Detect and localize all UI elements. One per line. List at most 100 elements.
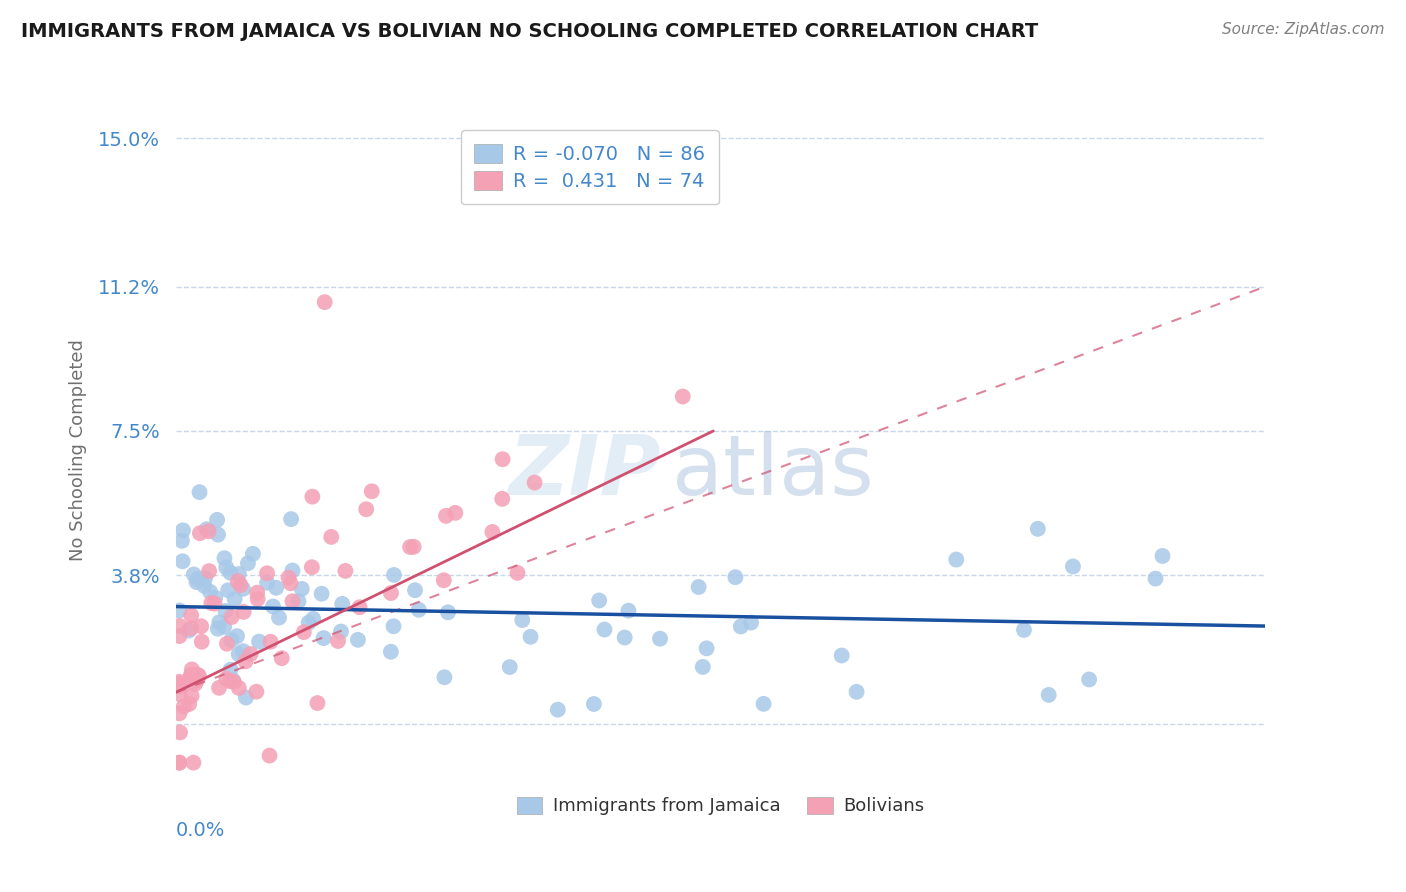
Point	[287, 594, 309, 608]
Point	[188, 485, 211, 500]
Point	[307, 696, 329, 710]
Point	[235, 690, 257, 705]
Point	[360, 484, 382, 499]
Point	[219, 663, 242, 677]
Text: 0.0%: 0.0%	[176, 822, 225, 840]
Point	[302, 612, 325, 626]
Point	[205, 513, 228, 527]
Point	[200, 596, 222, 610]
Point	[264, 581, 287, 595]
Point	[262, 599, 284, 614]
Point	[347, 632, 370, 647]
Point	[169, 687, 191, 701]
Point	[1038, 688, 1060, 702]
Point	[491, 452, 513, 467]
Point	[180, 689, 202, 703]
Point	[172, 554, 194, 568]
Point	[239, 647, 262, 661]
Point	[523, 475, 546, 490]
Point	[491, 491, 513, 506]
Point	[444, 506, 467, 520]
Point	[314, 295, 336, 310]
Point	[188, 526, 211, 541]
Point	[382, 568, 405, 582]
Point	[349, 600, 371, 615]
Point	[215, 560, 238, 574]
Point	[222, 675, 245, 690]
Point	[354, 502, 377, 516]
Point	[270, 651, 292, 665]
Point	[180, 670, 202, 684]
Point	[186, 673, 208, 688]
Point	[1012, 623, 1035, 637]
Point	[506, 566, 529, 580]
Point	[588, 593, 610, 607]
Point	[434, 508, 457, 523]
Point	[186, 667, 208, 681]
Point	[321, 530, 343, 544]
Point	[402, 540, 425, 554]
Point	[256, 575, 278, 590]
Point	[246, 585, 269, 599]
Point	[180, 608, 202, 623]
Point	[172, 524, 194, 538]
Point	[169, 676, 191, 690]
Point	[224, 592, 246, 607]
Point	[204, 591, 226, 605]
Point	[228, 647, 250, 661]
Point	[437, 605, 460, 619]
Point	[301, 560, 323, 574]
Point	[292, 625, 315, 640]
Point	[582, 697, 605, 711]
Point	[190, 619, 212, 633]
Point	[593, 623, 616, 637]
Point	[215, 637, 238, 651]
Y-axis label: No Schooling Completed: No Schooling Completed	[69, 340, 87, 561]
Point	[1078, 673, 1101, 687]
Point	[208, 615, 231, 630]
Point	[190, 634, 212, 648]
Point	[169, 756, 191, 770]
Point	[214, 604, 236, 618]
Point	[228, 567, 250, 582]
Legend: Immigrants from Jamaica, Bolivians: Immigrants from Jamaica, Bolivians	[509, 789, 932, 822]
Point	[169, 756, 191, 770]
Point	[207, 622, 229, 636]
Point	[180, 662, 202, 676]
Point	[1144, 572, 1167, 586]
Point	[311, 587, 333, 601]
Point	[408, 603, 430, 617]
Point	[194, 571, 217, 585]
Point	[688, 580, 710, 594]
Point	[281, 564, 304, 578]
Point	[179, 697, 201, 711]
Point	[433, 574, 456, 588]
Point	[219, 566, 242, 580]
Point	[730, 619, 752, 633]
Point	[170, 533, 193, 548]
Point	[259, 748, 281, 763]
Point	[193, 579, 215, 593]
Point	[169, 603, 191, 617]
Point	[246, 591, 269, 606]
Point	[187, 572, 209, 586]
Text: atlas: atlas	[672, 431, 873, 512]
Point	[380, 586, 402, 600]
Point	[198, 584, 221, 599]
Point	[169, 674, 191, 689]
Point	[215, 672, 238, 686]
Point	[281, 594, 304, 608]
Point	[221, 610, 243, 624]
Point	[380, 645, 402, 659]
Point	[277, 571, 299, 585]
Point	[204, 597, 226, 611]
Point	[399, 540, 422, 554]
Point	[232, 582, 254, 596]
Point	[519, 630, 541, 644]
Point	[499, 660, 522, 674]
Point	[433, 670, 456, 684]
Point	[613, 631, 636, 645]
Point	[217, 583, 239, 598]
Point	[242, 547, 264, 561]
Point	[330, 624, 353, 639]
